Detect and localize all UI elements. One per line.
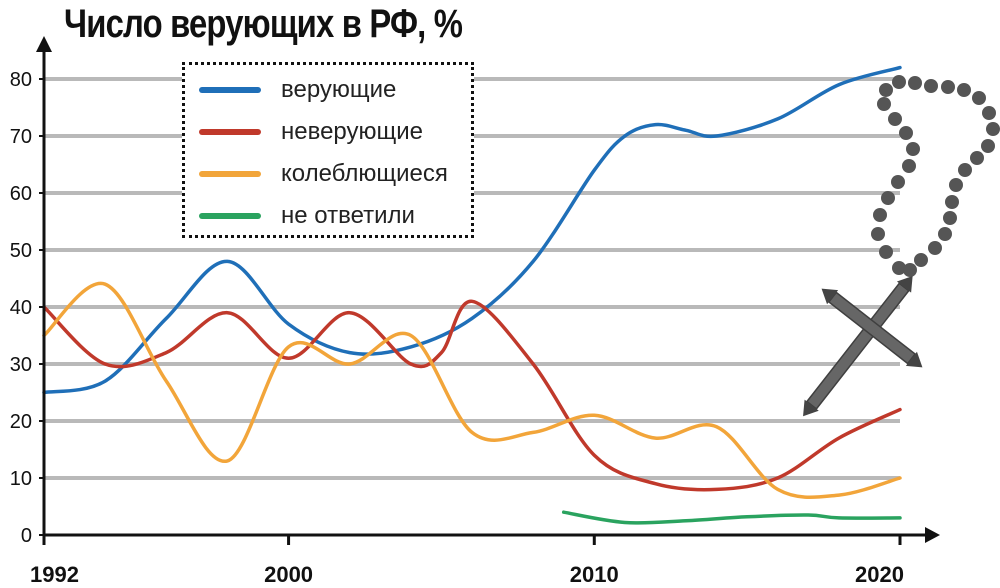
legend-label: верующие — [281, 76, 397, 103]
chart-title: Число верующих в РФ, % — [64, 2, 463, 46]
x-tick-label: 2010 — [570, 562, 619, 587]
y-tick-label: 70 — [10, 126, 32, 148]
legend-swatch — [199, 129, 261, 135]
series-line-3 — [42, 281, 902, 500]
y-tick-label: 60 — [10, 183, 32, 205]
rosary-bead — [888, 112, 902, 126]
rosary-bead — [908, 76, 922, 90]
rosary-bead — [957, 83, 971, 97]
rosary-bead — [941, 80, 955, 94]
y-tick-label: 40 — [10, 297, 32, 319]
x-tick-labels: 1992 2000 2010 2020 — [30, 535, 904, 587]
x-tick-label: 2020 — [855, 562, 904, 587]
legend-label: колеблющиеся — [281, 160, 448, 187]
legend-label: неверующие — [281, 118, 424, 145]
legend-item: верующие — [199, 75, 396, 105]
legend-item: не ответили — [199, 201, 415, 231]
legend: верующие неверующие колеблющиеся не ответил… — [182, 62, 474, 238]
rosary-bead — [982, 106, 996, 120]
y-tick-label: 10 — [10, 468, 32, 490]
y-tick-labels: 0 10 20 30 40 50 60 70 80 — [10, 69, 44, 547]
series-line-2 — [42, 299, 902, 492]
rosary-bead — [924, 79, 938, 93]
rosary-bead — [871, 227, 885, 241]
rosary-bead — [892, 75, 906, 89]
x-axis-arrow — [925, 527, 940, 543]
series-line-1 — [42, 65, 902, 395]
y-tick-label: 0 — [21, 525, 32, 547]
rosary-bead — [903, 263, 917, 277]
rosary-bead — [891, 175, 905, 189]
rosary-bead — [970, 151, 984, 165]
legend-swatch — [199, 213, 261, 219]
rosary-bead — [972, 91, 986, 105]
rosary-bead — [928, 241, 942, 255]
rosary-bead — [981, 139, 995, 153]
y-tick-label: 30 — [10, 354, 32, 376]
x-tick-label: 1992 — [30, 562, 79, 587]
legend-item: неверующие — [199, 117, 423, 147]
rosary-bead — [899, 126, 913, 140]
series-lines — [42, 65, 902, 525]
rosary-bead — [945, 195, 959, 209]
y-tick-label: 20 — [10, 411, 32, 433]
axes — [36, 36, 940, 543]
rosary-bead — [879, 83, 893, 97]
y-tick-label: 80 — [10, 69, 32, 91]
rosary-bead — [892, 261, 906, 275]
series-line-4 — [561, 510, 902, 525]
cross-icon — [803, 275, 923, 417]
rosary-bead — [958, 163, 972, 177]
rosary-bead — [986, 122, 1000, 136]
rosary-bead — [881, 191, 895, 205]
rosary-bead — [914, 253, 928, 267]
rosary-bead — [873, 208, 887, 222]
legend-label: не ответили — [281, 202, 415, 229]
rosary-bead — [938, 227, 952, 241]
rosary-bead — [943, 211, 957, 225]
legend-swatch — [199, 87, 261, 93]
legend-item: колеблющиеся — [199, 159, 448, 189]
legend-swatch — [199, 171, 261, 177]
y-tick-label: 50 — [10, 240, 32, 262]
rosary-cross-icon — [803, 75, 1000, 417]
rosary-bead — [877, 97, 891, 111]
rosary-bead — [902, 159, 916, 173]
rosary-bead — [879, 245, 893, 259]
x-tick-label: 2000 — [264, 562, 313, 587]
rosary-bead — [906, 142, 920, 156]
y-axis-arrow — [36, 36, 52, 52]
rosary-bead — [949, 178, 963, 192]
